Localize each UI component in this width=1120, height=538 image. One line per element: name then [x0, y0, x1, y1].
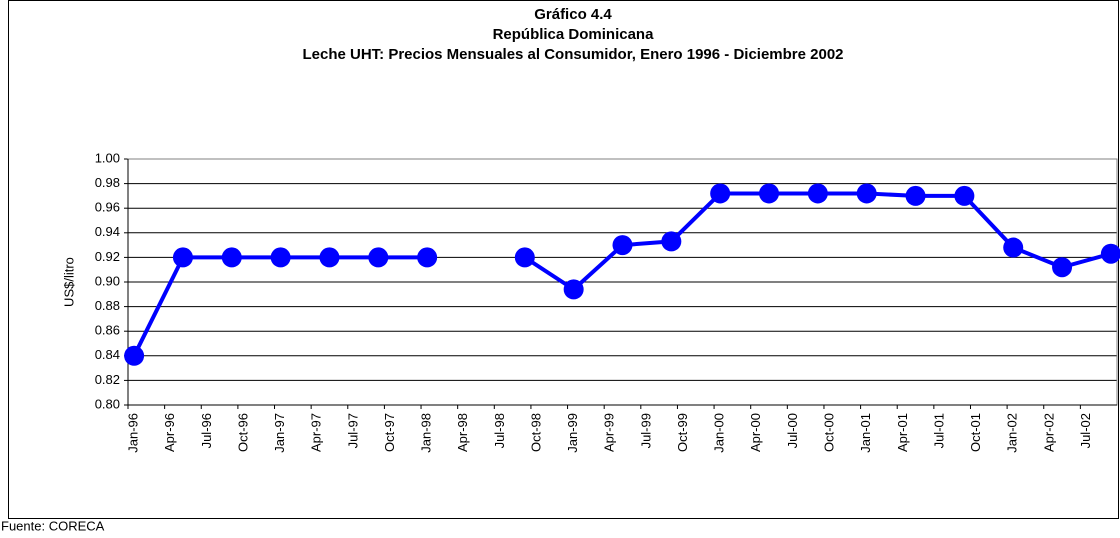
data-point	[1003, 237, 1024, 258]
data-point	[759, 183, 780, 204]
x-tick-label: Jan-98	[419, 413, 434, 453]
y-tick-label: 0.84	[95, 347, 120, 362]
y-tick-label: 0.94	[95, 224, 120, 239]
data-point	[612, 235, 633, 256]
data-point	[954, 185, 975, 206]
x-tick-label: Apr-01	[895, 413, 910, 452]
x-tick-label: Oct-97	[382, 413, 397, 452]
x-tick-label: Jan-96	[126, 413, 141, 453]
y-axis-label: US$/litro	[61, 257, 76, 307]
source-note: Fuente: CORECA	[1, 518, 105, 533]
data-point	[1052, 257, 1073, 278]
chart-title: Gráfico 4.4	[534, 6, 612, 23]
data-point	[905, 185, 926, 206]
data-point	[417, 247, 438, 268]
y-tick-label: 0.86	[95, 323, 120, 338]
x-tick-label: Apr-00	[748, 413, 763, 452]
y-tick-label: 0.80	[95, 396, 120, 411]
data-point	[514, 247, 535, 268]
data-point	[368, 247, 389, 268]
chart-frame	[8, 0, 1119, 519]
y-tick-label: 0.82	[95, 372, 120, 387]
x-tick-label: Oct-00	[822, 413, 837, 452]
y-tick-label: 0.88	[95, 298, 120, 313]
x-tick-label: Oct-96	[235, 413, 250, 452]
chart-title: Leche UHT: Precios Mensuales al Consumid…	[302, 46, 843, 63]
data-point	[172, 247, 193, 268]
x-tick-label: Jul-98	[492, 413, 507, 448]
y-tick-label: 0.96	[95, 200, 120, 215]
x-tick-label: Jan-97	[272, 413, 287, 453]
x-tick-label: Apr-02	[1041, 413, 1056, 452]
data-point	[1100, 243, 1120, 264]
x-tick-label: Jul-97	[345, 413, 360, 448]
y-tick-label: 0.98	[95, 175, 120, 190]
data-point	[807, 183, 828, 204]
y-tick-label: 0.90	[95, 273, 120, 288]
x-tick-label: Jan-02	[1005, 413, 1020, 453]
x-tick-label: Apr-99	[602, 413, 617, 452]
data-point	[124, 345, 145, 366]
data-point	[710, 183, 731, 204]
x-tick-label: Jul-99	[638, 413, 653, 448]
x-tick-label: Apr-97	[309, 413, 324, 452]
x-tick-label: Jul-01	[931, 413, 946, 448]
x-tick-label: Jul-96	[199, 413, 214, 448]
x-tick-label: Oct-01	[968, 413, 983, 452]
data-point	[221, 247, 242, 268]
y-tick-label: 0.92	[95, 249, 120, 264]
x-tick-label: Apr-98	[455, 413, 470, 452]
data-point	[270, 247, 291, 268]
x-tick-label: Apr-96	[162, 413, 177, 452]
data-point	[319, 247, 340, 268]
y-tick-label: 1.00	[95, 150, 120, 165]
data-point	[563, 279, 584, 300]
chart-title: República Dominicana	[493, 26, 655, 43]
x-tick-label: Jan-99	[565, 413, 580, 453]
x-tick-label: Jul-02	[1078, 413, 1093, 448]
x-tick-label: Oct-99	[675, 413, 690, 452]
x-tick-label: Jan-01	[858, 413, 873, 453]
x-tick-label: Oct-98	[528, 413, 543, 452]
x-tick-label: Jul-00	[785, 413, 800, 448]
data-point	[661, 231, 682, 252]
x-tick-label: Jan-00	[712, 413, 727, 453]
data-point	[856, 183, 877, 204]
